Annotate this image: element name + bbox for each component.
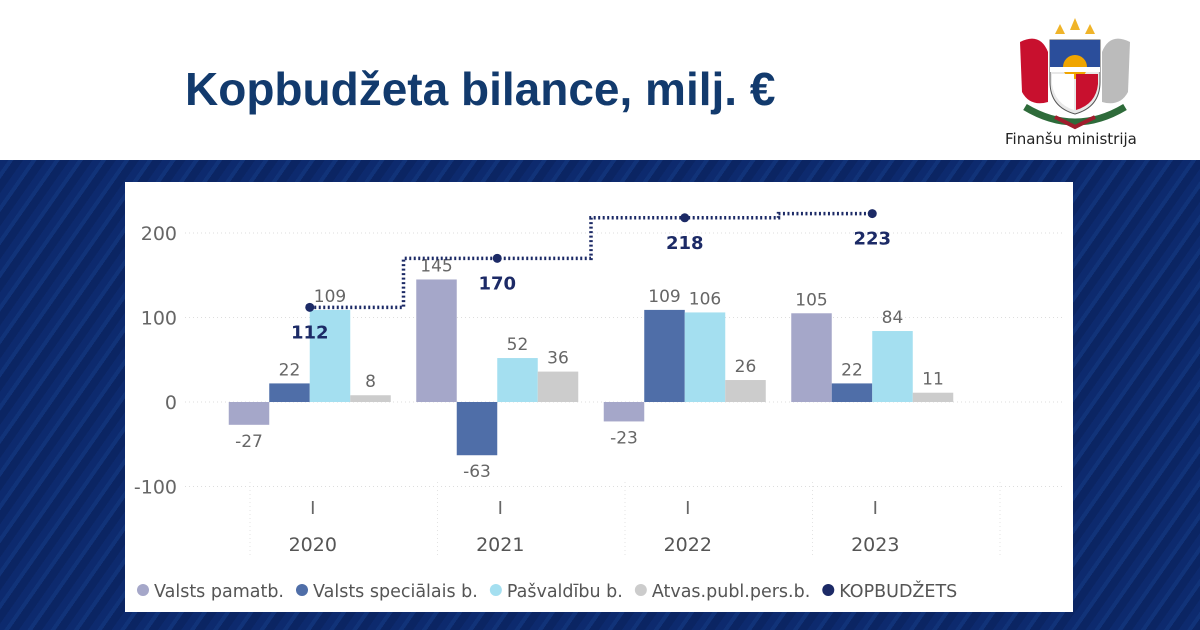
bar	[831, 383, 873, 402]
total-label: 112	[291, 322, 329, 343]
bar	[725, 380, 766, 402]
legend-label: Pašvaldību b.	[507, 582, 623, 602]
total-label: 218	[666, 233, 704, 254]
category-label: 2022	[664, 534, 712, 556]
header: Kopbudžeta bilance, milj. € Finanšu mini…	[0, 0, 1200, 160]
page-title: Kopbudžeta bilance, milj. €	[185, 63, 776, 115]
bar	[228, 402, 270, 425]
data-label: 106	[689, 289, 721, 309]
total-point	[492, 253, 502, 263]
y-tick-label: 200	[141, 223, 177, 245]
y-tick-label: 0	[165, 392, 177, 414]
legend-marker	[822, 584, 835, 596]
bar	[537, 371, 579, 402]
legend-marker	[137, 584, 149, 596]
legend-marker	[296, 584, 308, 596]
bar	[791, 313, 832, 402]
data-label: -63	[463, 462, 491, 482]
legend-label: Valsts speciālais b.	[313, 582, 478, 602]
logo-text: Finanšu ministrija	[1005, 130, 1137, 148]
data-label: 8	[365, 372, 376, 392]
category-tick: I	[498, 498, 503, 519]
total-point	[867, 209, 877, 219]
total-point	[305, 302, 315, 312]
bar	[872, 331, 913, 402]
bar	[309, 309, 351, 402]
data-label: 84	[882, 308, 904, 328]
data-label: -23	[610, 428, 638, 448]
total-line	[309, 211, 873, 310]
total-point	[680, 213, 690, 223]
category-label: 2020	[289, 534, 337, 556]
data-label: 26	[735, 357, 757, 377]
bar	[684, 312, 726, 402]
data-label: 145	[420, 256, 452, 276]
category-tick: I	[685, 498, 690, 519]
bar	[350, 395, 391, 402]
bar	[269, 383, 310, 402]
data-label: 22	[279, 360, 301, 380]
legend-label: Valsts pamatb.	[154, 582, 284, 602]
bar	[603, 402, 645, 422]
data-label: -27	[235, 432, 263, 452]
bar	[456, 402, 498, 456]
bar	[416, 279, 457, 402]
legend-marker	[634, 584, 647, 596]
bar	[644, 309, 685, 402]
legend-label: Atvas.publ.pers.b.	[652, 582, 810, 602]
data-label: 105	[795, 290, 827, 310]
coat-of-arms-logo	[1020, 18, 1130, 130]
y-tick-label: -100	[134, 477, 177, 499]
data-label: 11	[922, 370, 944, 390]
bar	[497, 358, 538, 402]
category-tick: I	[310, 498, 315, 519]
y-tick-label: 100	[141, 308, 177, 330]
data-label: 36	[547, 349, 569, 369]
legend-label: KOPBUDŽETS	[839, 580, 957, 602]
data-label: 22	[841, 360, 863, 380]
total-label: 170	[478, 273, 516, 294]
chart: -100 0 100 200 I 2020 -27 22 109 8 I 2021 145 -63 52 36…	[134, 209, 1065, 602]
bar	[912, 392, 954, 402]
data-label: 109	[648, 287, 680, 307]
data-label: 52	[507, 335, 529, 355]
category-label: 2021	[476, 534, 524, 556]
category-tick: I	[873, 498, 878, 519]
data-label: 109	[314, 287, 346, 307]
chart-card: -100 0 100 200 I 2020 -27 22 109 8 I 2021 145 -63 52 36…	[125, 182, 1073, 612]
category-label: 2023	[851, 534, 899, 556]
legend-marker	[489, 584, 502, 596]
total-label: 223	[853, 229, 891, 250]
